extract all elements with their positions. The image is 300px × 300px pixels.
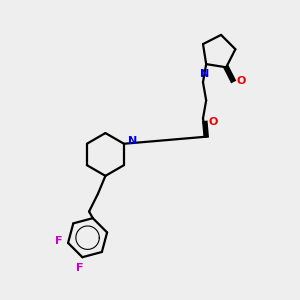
Text: F: F (55, 236, 63, 246)
Text: F: F (76, 262, 83, 273)
Text: O: O (237, 76, 246, 86)
Text: O: O (208, 117, 218, 127)
Text: N: N (200, 69, 209, 79)
Text: N: N (128, 136, 137, 146)
